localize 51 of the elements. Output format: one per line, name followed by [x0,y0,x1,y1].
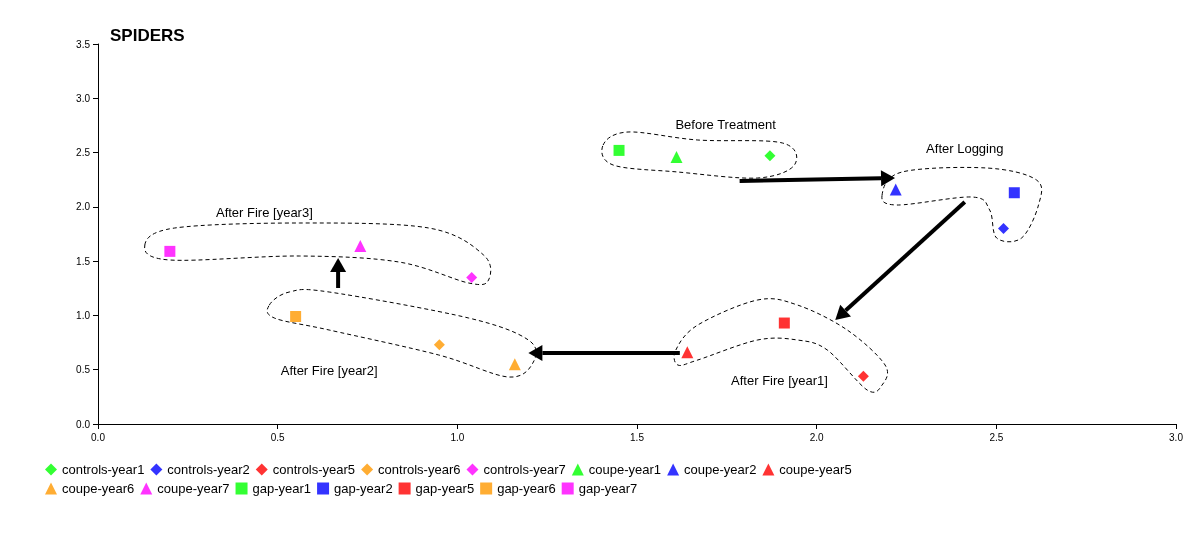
legend-label: gap-year2 [334,481,393,496]
chart-title: SPIDERS [110,26,185,45]
y-tick-label: 3.0 [76,92,91,104]
x-tick-label: 1.0 [450,431,465,443]
y-tick-label: 1.5 [76,255,91,267]
legend-label: controls-year7 [483,462,566,477]
y-tick-label: 3.5 [76,38,91,50]
y-tick-label: 2.5 [76,147,91,159]
x-tick-label: 0.0 [91,431,106,443]
point [764,150,776,162]
legend-label: coupe-year6 [62,481,135,496]
annotation: Before Treatment [675,116,777,132]
point [857,370,869,382]
point [778,317,790,329]
point [354,239,367,252]
legend-label: gap-year6 [497,481,556,496]
legend-label: controls-year2 [167,462,250,477]
point [164,245,176,257]
y-tick-label: 0.0 [76,418,91,430]
point [889,183,902,196]
point [508,358,521,371]
legend-label: gap-year5 [415,481,475,496]
annotation: After Fire [year3] [215,204,313,220]
legend-label: controls-year5 [272,462,356,477]
y-tick-label: 1.0 [76,309,91,321]
x-tick-label: 2.0 [809,431,825,443]
y-tick-label: 0.5 [76,364,91,376]
y-tick-label: 2.0 [76,201,91,213]
annotation: After Logging [926,140,1004,156]
point [290,311,302,323]
x-tick-label: 0.5 [270,431,286,443]
legend-label: coupe-year2 [684,462,757,477]
legend-label: coupe-year1 [588,462,662,477]
x-tick-label: 3.0 [1169,431,1184,443]
point [433,339,445,351]
legend-label: gap-year1 [252,481,312,496]
x-tick-label: 2.5 [989,431,1004,443]
point [1008,187,1020,199]
legend-label: coupe-year5 [779,462,852,477]
x-tick-label: 1.5 [630,431,645,443]
annotation: After Fire [year1] [731,372,828,388]
point [670,150,683,163]
point [613,144,625,156]
point [466,271,478,283]
legend-label: coupe-year7 [157,481,230,496]
annotation: After Fire [year2] [280,362,378,378]
point [681,346,694,359]
legend-label: controls-year1 [62,462,145,477]
legend-label: gap-year7 [578,481,638,496]
point [998,223,1010,235]
legend-label: controls-year6 [378,462,461,477]
